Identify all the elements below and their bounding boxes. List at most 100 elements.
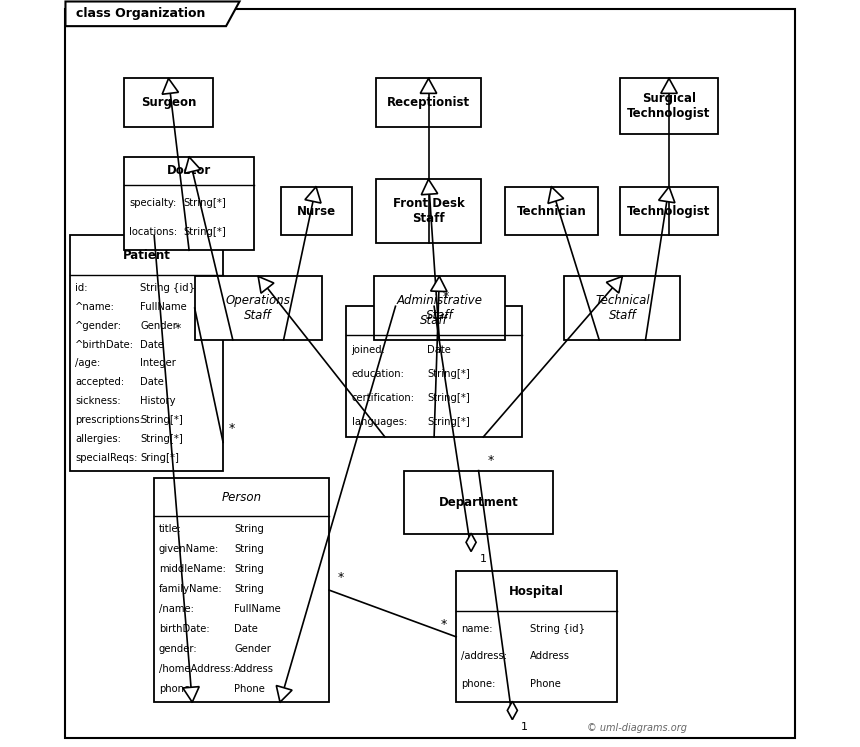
Text: Technologist: Technologist bbox=[627, 205, 710, 217]
Text: String {id}: String {id} bbox=[530, 624, 585, 633]
Polygon shape bbox=[421, 78, 437, 93]
Polygon shape bbox=[65, 1, 240, 26]
Text: 1: 1 bbox=[480, 554, 487, 564]
Text: String: String bbox=[235, 564, 264, 574]
Text: sickness:: sickness: bbox=[75, 397, 120, 406]
Polygon shape bbox=[421, 179, 438, 195]
Bar bbox=[505, 187, 598, 235]
Bar bbox=[374, 276, 505, 340]
Text: /homeAddress:: /homeAddress: bbox=[159, 664, 234, 675]
Text: specialty:: specialty: bbox=[129, 199, 176, 208]
Text: givenName:: givenName: bbox=[159, 544, 219, 554]
Text: prescriptions:: prescriptions: bbox=[75, 415, 143, 425]
Text: joined:: joined: bbox=[352, 345, 385, 356]
Bar bbox=[280, 187, 352, 235]
Text: Gender: Gender bbox=[140, 320, 177, 331]
Bar bbox=[564, 276, 680, 340]
Text: *: * bbox=[441, 618, 447, 630]
Text: © uml-diagrams.org: © uml-diagrams.org bbox=[587, 723, 687, 734]
Text: /address:: /address: bbox=[461, 651, 507, 661]
Text: *: * bbox=[338, 571, 344, 584]
Polygon shape bbox=[507, 701, 518, 719]
Text: String {id}: String {id} bbox=[140, 282, 195, 293]
Text: Date: Date bbox=[140, 340, 164, 350]
Text: String: String bbox=[235, 584, 264, 594]
Polygon shape bbox=[548, 187, 563, 203]
Text: Department: Department bbox=[439, 496, 519, 509]
Polygon shape bbox=[183, 686, 200, 702]
Text: Administrative
Staff: Administrative Staff bbox=[396, 294, 482, 322]
Bar bbox=[124, 78, 213, 127]
Text: Hospital: Hospital bbox=[509, 585, 564, 598]
Text: Address: Address bbox=[235, 664, 274, 675]
Text: String[*]: String[*] bbox=[184, 199, 227, 208]
Text: String[*]: String[*] bbox=[427, 417, 470, 427]
Text: locations:: locations: bbox=[129, 227, 177, 237]
Text: languages:: languages: bbox=[352, 417, 407, 427]
Text: ^birthDate:: ^birthDate: bbox=[75, 340, 134, 350]
Text: Sring[*]: Sring[*] bbox=[140, 453, 179, 463]
Text: Date: Date bbox=[235, 624, 258, 634]
Text: *: * bbox=[229, 422, 236, 435]
Text: Gender: Gender bbox=[235, 644, 271, 654]
Text: String[*]: String[*] bbox=[140, 415, 183, 425]
Text: phone:: phone: bbox=[159, 684, 194, 694]
Text: Technician: Technician bbox=[517, 205, 587, 217]
Bar bbox=[376, 78, 481, 127]
Text: 1: 1 bbox=[521, 722, 528, 732]
Text: Phone: Phone bbox=[235, 684, 265, 694]
Text: accepted:: accepted: bbox=[75, 377, 125, 388]
Polygon shape bbox=[163, 78, 179, 94]
Text: FullName: FullName bbox=[140, 302, 187, 311]
Text: Staff: Staff bbox=[421, 314, 448, 327]
Text: Technical
Staff: Technical Staff bbox=[595, 294, 649, 322]
Text: String[*]: String[*] bbox=[184, 227, 227, 237]
Text: Date: Date bbox=[427, 345, 451, 356]
Text: Integer: Integer bbox=[140, 359, 176, 368]
Bar bbox=[456, 571, 617, 702]
Text: *: * bbox=[488, 454, 494, 467]
Text: Person: Person bbox=[221, 491, 261, 503]
Text: Operations
Staff: Operations Staff bbox=[226, 294, 291, 322]
Text: Phone: Phone bbox=[530, 679, 561, 689]
Polygon shape bbox=[466, 533, 476, 551]
Polygon shape bbox=[659, 187, 675, 202]
Bar bbox=[620, 78, 717, 134]
Text: name:: name: bbox=[461, 624, 493, 633]
Text: Front Desk
Staff: Front Desk Staff bbox=[393, 197, 464, 225]
Text: Date: Date bbox=[140, 377, 164, 388]
Text: String[*]: String[*] bbox=[140, 434, 183, 444]
Text: Surgeon: Surgeon bbox=[141, 96, 196, 109]
Polygon shape bbox=[606, 276, 623, 293]
Text: *: * bbox=[443, 290, 449, 303]
Text: String: String bbox=[235, 524, 264, 534]
Text: middleName:: middleName: bbox=[159, 564, 225, 574]
Text: Patient: Patient bbox=[123, 249, 170, 261]
Text: id:: id: bbox=[75, 282, 88, 293]
Polygon shape bbox=[258, 276, 273, 294]
Text: *: * bbox=[175, 321, 181, 335]
Polygon shape bbox=[305, 187, 321, 203]
Polygon shape bbox=[431, 276, 447, 291]
Text: String[*]: String[*] bbox=[427, 369, 470, 379]
Text: String[*]: String[*] bbox=[427, 393, 470, 403]
Text: familyName:: familyName: bbox=[159, 584, 223, 594]
Text: FullName: FullName bbox=[235, 604, 281, 614]
Bar bbox=[404, 471, 553, 534]
Text: allergies:: allergies: bbox=[75, 434, 121, 444]
Text: String: String bbox=[235, 544, 264, 554]
Bar bbox=[194, 276, 322, 340]
Bar bbox=[124, 157, 255, 250]
Bar bbox=[70, 235, 223, 471]
Text: ^gender:: ^gender: bbox=[75, 320, 122, 331]
Text: phone:: phone: bbox=[461, 679, 495, 689]
Text: gender:: gender: bbox=[159, 644, 198, 654]
Bar bbox=[347, 306, 522, 437]
Text: certification:: certification: bbox=[352, 393, 415, 403]
Text: specialReqs:: specialReqs: bbox=[75, 453, 138, 463]
Bar bbox=[154, 478, 329, 702]
Text: Address: Address bbox=[530, 651, 570, 661]
Text: class Organization: class Organization bbox=[77, 7, 206, 20]
Text: Nurse: Nurse bbox=[297, 205, 335, 217]
Text: Receptionist: Receptionist bbox=[387, 96, 470, 109]
